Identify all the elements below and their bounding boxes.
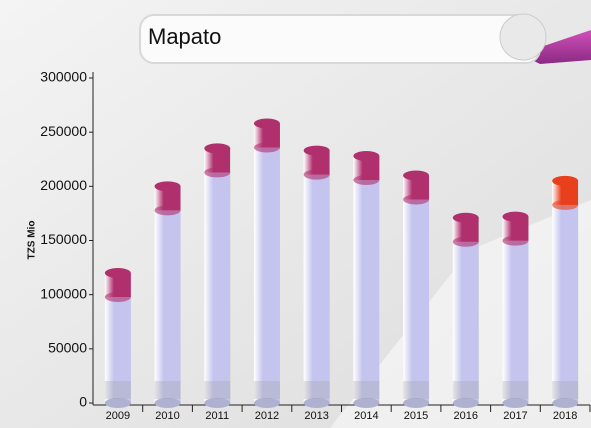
bar bbox=[403, 175, 430, 403]
bar-base-band bbox=[452, 381, 479, 399]
bar bbox=[552, 180, 579, 403]
bar-cap-bottom bbox=[353, 175, 380, 185]
bar-cap-top bbox=[452, 212, 479, 223]
bar bbox=[204, 148, 231, 403]
bar-base-band bbox=[303, 381, 330, 399]
bar-base bbox=[403, 398, 430, 408]
x-tick-label: 2010 bbox=[155, 410, 179, 422]
bar-base bbox=[154, 398, 181, 408]
y-tick-label: 50000 bbox=[48, 340, 87, 356]
x-tick-label: 2014 bbox=[354, 410, 378, 422]
bar bbox=[452, 217, 479, 403]
bar-base bbox=[104, 398, 131, 408]
bar-cap-top bbox=[502, 211, 529, 222]
x-tick-label: 2017 bbox=[503, 410, 527, 422]
bar-cap-top bbox=[403, 170, 430, 181]
x-tick-label: 2009 bbox=[106, 410, 130, 422]
bar-base bbox=[303, 398, 330, 408]
bar-base-band bbox=[104, 381, 131, 399]
y-tick-label: 0 bbox=[79, 394, 87, 410]
bar-cap-bottom bbox=[452, 236, 479, 247]
bar-cap-bottom bbox=[253, 142, 280, 153]
x-tick-label: 2013 bbox=[304, 410, 328, 422]
bar-cap-top bbox=[303, 145, 330, 156]
bar-base bbox=[253, 398, 280, 408]
bar-base-band bbox=[204, 381, 231, 399]
bar-cap-top bbox=[353, 151, 380, 161]
bar-base-band bbox=[502, 381, 529, 399]
bar-cap-top bbox=[552, 175, 579, 186]
bar bbox=[502, 216, 529, 403]
chart-title: Mapato bbox=[148, 24, 221, 49]
bar-cap-bottom bbox=[204, 167, 231, 178]
bar-base bbox=[204, 398, 231, 408]
bar-cap-bottom bbox=[154, 205, 181, 216]
x-tick-label: 2015 bbox=[404, 410, 428, 422]
x-tick-label: 2018 bbox=[553, 410, 577, 422]
bar-cap-bottom bbox=[104, 292, 131, 302]
y-tick-label: 300000 bbox=[40, 69, 87, 85]
bar-cap-bottom bbox=[303, 169, 330, 180]
y-axis-label: TZS Mio bbox=[27, 221, 38, 260]
bar-cap-top bbox=[104, 268, 131, 278]
bar-base-band bbox=[154, 381, 181, 399]
bar-cap-top bbox=[204, 143, 231, 154]
bar-base-band bbox=[353, 381, 380, 399]
bar-base bbox=[552, 398, 579, 408]
x-tick-label: 2012 bbox=[255, 410, 279, 422]
lion-icon bbox=[499, 13, 547, 61]
bar bbox=[253, 123, 280, 403]
bar-cap-top bbox=[154, 181, 181, 192]
bar bbox=[154, 186, 181, 403]
bar-base bbox=[353, 398, 380, 408]
bar-base bbox=[502, 398, 529, 408]
bar bbox=[303, 150, 330, 403]
bar-cap-bottom bbox=[502, 235, 529, 246]
bar-base bbox=[452, 398, 479, 408]
y-tick-label: 250000 bbox=[40, 123, 87, 139]
bar-base-band bbox=[253, 381, 280, 399]
y-tick-label: 200000 bbox=[40, 177, 87, 193]
bar-cap-bottom bbox=[403, 194, 430, 205]
bar bbox=[353, 156, 380, 403]
bar-cap-top bbox=[253, 118, 280, 129]
bar-base-band bbox=[403, 381, 430, 399]
x-tick-label: 2016 bbox=[454, 410, 478, 422]
y-tick-label: 100000 bbox=[40, 285, 87, 301]
bar-base-band bbox=[552, 381, 579, 399]
x-tick-label: 2011 bbox=[205, 410, 229, 422]
bar-cap-bottom bbox=[552, 199, 579, 210]
y-tick-label: 150000 bbox=[40, 231, 87, 247]
